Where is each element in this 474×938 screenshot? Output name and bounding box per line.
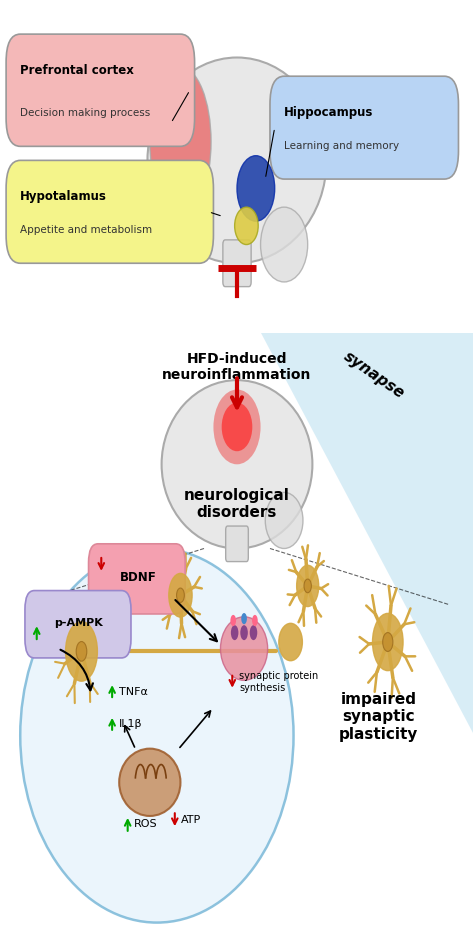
Ellipse shape — [237, 156, 275, 221]
Ellipse shape — [265, 492, 303, 549]
Text: Hypotalamus: Hypotalamus — [20, 190, 107, 204]
Text: Learning and memory: Learning and memory — [284, 141, 399, 151]
Ellipse shape — [230, 615, 236, 627]
FancyBboxPatch shape — [6, 160, 213, 264]
Text: synapse: synapse — [340, 349, 407, 401]
Ellipse shape — [222, 402, 252, 451]
Ellipse shape — [76, 642, 87, 661]
Ellipse shape — [240, 626, 248, 640]
Ellipse shape — [213, 389, 261, 464]
Ellipse shape — [235, 207, 258, 245]
Ellipse shape — [231, 626, 238, 640]
Ellipse shape — [177, 588, 184, 602]
Text: neurological
disorders: neurological disorders — [184, 488, 290, 520]
FancyBboxPatch shape — [270, 76, 458, 179]
Text: ROS: ROS — [134, 820, 158, 829]
Ellipse shape — [297, 566, 319, 607]
Ellipse shape — [119, 749, 181, 816]
Text: synaptic protein
synthesis: synaptic protein synthesis — [239, 672, 319, 693]
Ellipse shape — [220, 617, 268, 680]
Text: Hippocampus: Hippocampus — [284, 106, 374, 119]
Text: IL1β: IL1β — [119, 719, 143, 730]
FancyBboxPatch shape — [89, 544, 185, 614]
FancyBboxPatch shape — [223, 240, 251, 287]
Text: BDNF: BDNF — [119, 571, 156, 584]
FancyBboxPatch shape — [25, 591, 131, 658]
Ellipse shape — [279, 624, 302, 660]
Ellipse shape — [250, 626, 257, 640]
Ellipse shape — [261, 207, 308, 282]
FancyBboxPatch shape — [6, 34, 195, 146]
Ellipse shape — [162, 380, 312, 549]
Ellipse shape — [241, 613, 247, 625]
Ellipse shape — [304, 579, 311, 593]
Text: TNFα: TNFα — [119, 687, 148, 697]
Text: Prefrontal cortex: Prefrontal cortex — [20, 64, 134, 77]
Polygon shape — [261, 333, 474, 749]
Text: p-AMPK: p-AMPK — [54, 618, 102, 628]
Ellipse shape — [252, 615, 258, 627]
Ellipse shape — [383, 632, 393, 652]
Ellipse shape — [150, 67, 211, 217]
Text: HFD-induced
neuroinflammation: HFD-induced neuroinflammation — [162, 352, 312, 383]
Text: Decision making process: Decision making process — [20, 108, 150, 118]
Text: impaired
synaptic
plasticity: impaired synaptic plasticity — [339, 692, 418, 742]
Ellipse shape — [147, 57, 327, 264]
FancyBboxPatch shape — [226, 526, 248, 562]
Ellipse shape — [65, 622, 97, 681]
Text: Appetite and metabolism: Appetite and metabolism — [20, 225, 152, 235]
Ellipse shape — [169, 573, 192, 617]
Text: ATP: ATP — [182, 815, 201, 825]
Ellipse shape — [373, 613, 403, 671]
Ellipse shape — [20, 549, 293, 923]
